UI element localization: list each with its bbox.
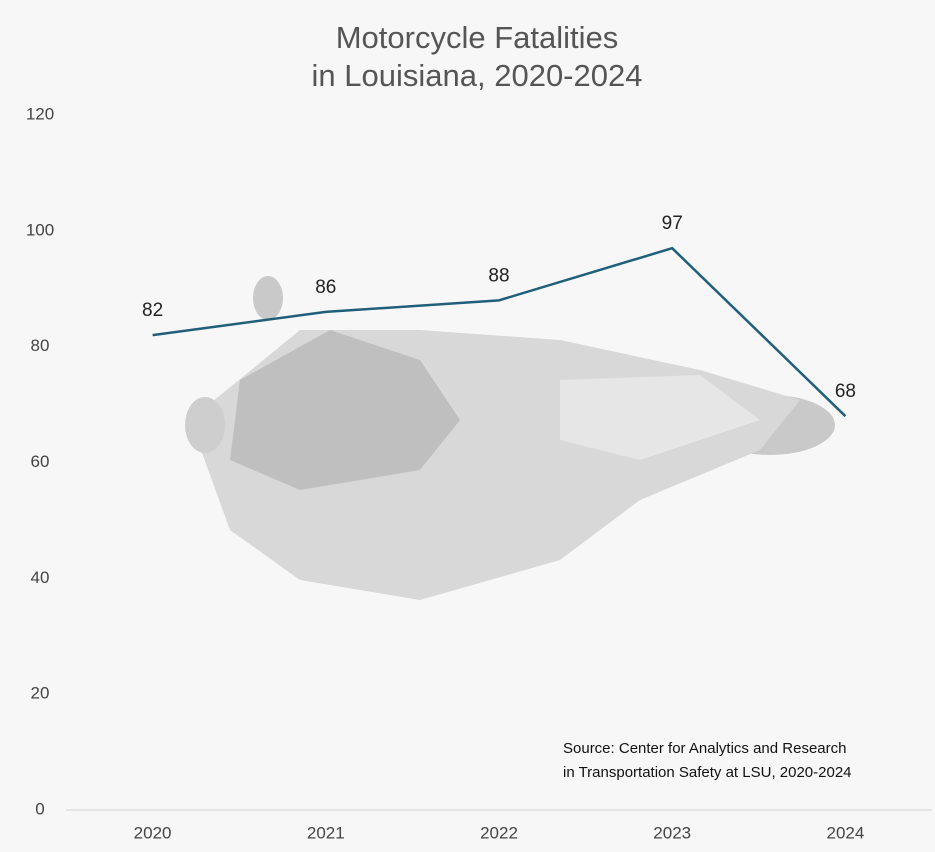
x-tick-label: 2023 xyxy=(653,823,691,842)
data-label: 68 xyxy=(835,381,856,402)
x-tick-label: 2024 xyxy=(826,823,864,842)
y-tick-label: 0 xyxy=(35,799,44,818)
y-tick-label: 120 xyxy=(26,104,54,123)
source-note: in Transportation Safety at LSU, 2020-20… xyxy=(563,764,852,781)
source-note: Source: Center for Analytics and Researc… xyxy=(563,740,846,757)
y-tick-label: 60 xyxy=(31,452,50,471)
y-tick-label: 100 xyxy=(26,220,54,239)
x-tick-label: 2022 xyxy=(480,823,518,842)
y-tick-label: 20 xyxy=(31,684,50,703)
x-tick-label: 2021 xyxy=(307,823,345,842)
data-label: 97 xyxy=(662,213,683,234)
data-label: 86 xyxy=(315,277,336,298)
data-label: 88 xyxy=(488,265,509,286)
data-label: 82 xyxy=(142,300,163,321)
x-tick-label: 2020 xyxy=(134,823,172,842)
chart: Motorcycle Fatalities in Louisiana, 2020… xyxy=(0,0,935,852)
y-tick-label: 40 xyxy=(31,568,50,587)
y-tick-label: 80 xyxy=(31,336,50,355)
chart-title: in Louisiana, 2020-2024 xyxy=(312,58,643,93)
chart-title: Motorcycle Fatalities xyxy=(336,20,619,55)
